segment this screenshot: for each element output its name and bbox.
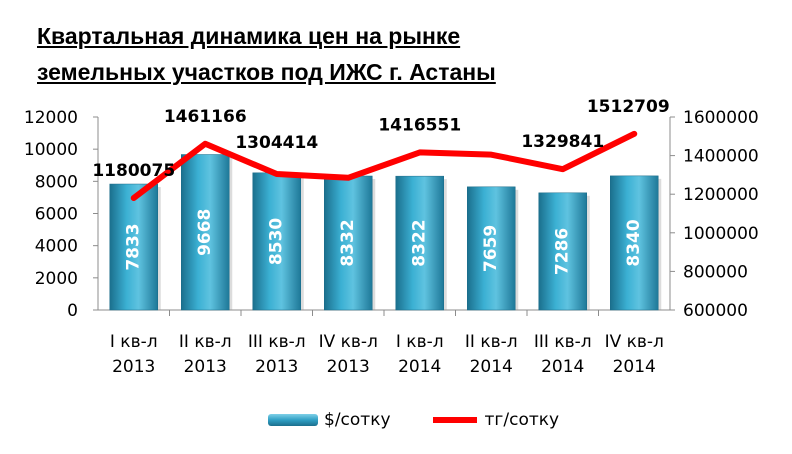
line-value-label: 1512709: [587, 97, 670, 117]
legend-line-swatch: [432, 417, 477, 423]
line-path: [130, 130, 638, 202]
line-value-label: 1416551: [378, 115, 461, 135]
x-tick-label-year: 2014: [613, 357, 656, 377]
y-right-tick-label: 1600000: [683, 108, 759, 128]
line-value-label: 1180075: [92, 161, 175, 181]
legend: $/сотку тг/сотку: [268, 408, 559, 432]
x-tick-label: I кв-л: [110, 332, 158, 352]
bar: [252, 172, 301, 311]
y-left-tick-label: 8000: [35, 172, 78, 192]
x-tick-label-year: 2014: [398, 357, 441, 377]
x-tick-label-year: 2014: [541, 357, 584, 377]
bar-value-label: 7833: [124, 223, 144, 270]
x-tick-label: II кв-л: [465, 332, 518, 352]
bar-value-label: 9668: [195, 209, 215, 256]
y-left-tick-label: 0: [67, 301, 78, 321]
x-tick-label-year: 2013: [327, 357, 370, 377]
y-right-tick-label: 1000000: [683, 224, 759, 244]
y-right-tick-label: 1200000: [683, 185, 759, 205]
bar: [395, 175, 444, 311]
x-tick-label: IV кв-л: [605, 332, 664, 352]
legend-bar-swatch: [268, 414, 318, 426]
x-tick-label: IV кв-л: [319, 332, 378, 352]
y-left-tick-label: 4000: [35, 237, 78, 257]
line-series: [130, 130, 638, 202]
bar: [324, 175, 373, 311]
x-tick-label-year: 2013: [184, 357, 227, 377]
bar-value-label: 7659: [481, 225, 501, 272]
y-left-tick-label: 12000: [24, 108, 78, 128]
y-left-tick-label: 10000: [24, 140, 78, 160]
bar-value-label: 8332: [338, 219, 358, 266]
bar-value-label: 7286: [553, 228, 573, 275]
bar: [538, 192, 587, 311]
y-left-tick-label: 2000: [35, 269, 78, 289]
chart-title: Квартальная динамика цен на рынке земель…: [37, 18, 597, 90]
bar-value-label: 8530: [267, 218, 287, 265]
bar: [610, 175, 659, 311]
legend-line-label: тг/сотку: [484, 410, 560, 430]
bar: [467, 186, 516, 311]
x-tick-label: I кв-л: [396, 332, 444, 352]
bar: [181, 154, 230, 311]
bar-value-label: 8322: [410, 219, 430, 266]
y-right-tick-label: 600000: [683, 301, 748, 321]
data-labels: 1180075 1461166 1304414 1416551 1329841 15127…: [92, 97, 669, 181]
x-tick-label-year: 2014: [470, 357, 513, 377]
x-tick-label-year: 2013: [112, 357, 155, 377]
bar-value-label: 8340: [624, 219, 644, 266]
title-line-2: земельных участков под ИЖС г. Астаны: [37, 59, 496, 85]
x-tick-label: II кв-л: [179, 332, 232, 352]
x-tick-label: III кв-л: [534, 332, 592, 352]
y-left-tick-label: 6000: [35, 205, 78, 225]
title-line-1: Квартальная динамика цен на рынке: [37, 23, 461, 49]
bars: 7833 9668 8530 8332 8322 7659 7286 8340: [109, 154, 662, 311]
x-tick-label-year: 2013: [255, 357, 298, 377]
y-right-tick-label: 800000: [683, 262, 748, 282]
x-tick-label: III кв-л: [248, 332, 306, 352]
line-value-label: 1304414: [235, 133, 318, 153]
legend-bar-label: $/сотку: [324, 410, 391, 430]
axes: 0 2000 4000 6000 8000 10000 12000 600000 800000 1…: [24, 108, 759, 377]
bar: [109, 183, 158, 311]
line-value-label: 1329841: [521, 132, 604, 152]
y-right-tick-label: 1400000: [683, 147, 759, 167]
line-value-label: 1461166: [164, 107, 247, 127]
